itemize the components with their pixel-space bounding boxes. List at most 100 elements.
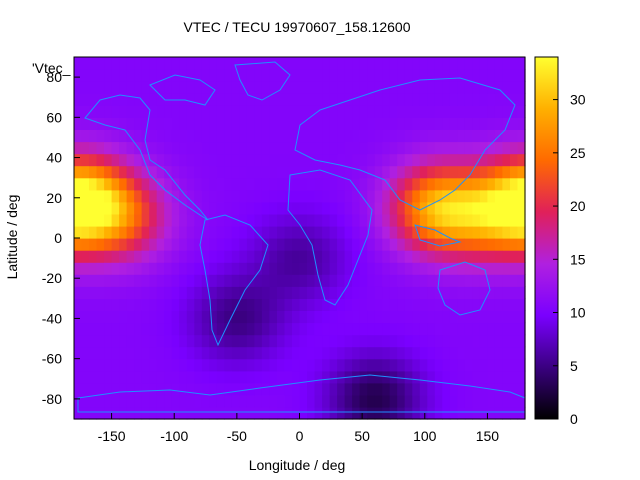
heatmap-cell — [179, 153, 188, 167]
heatmap-cell — [156, 57, 165, 70]
heatmap-cell — [329, 394, 338, 408]
heatmap-cell — [246, 406, 255, 420]
heatmap-cell — [224, 69, 233, 82]
heatmap-cell — [81, 358, 90, 372]
heatmap-cell — [126, 286, 135, 299]
heatmap-cell — [201, 394, 210, 408]
heatmap-cell — [472, 346, 481, 360]
heatmap-cell — [224, 310, 233, 324]
heatmap-cell — [216, 322, 225, 336]
heatmap-cell — [239, 165, 248, 179]
heatmap-cell — [382, 105, 391, 118]
heatmap-cell — [74, 298, 83, 311]
heatmap-cell — [246, 141, 255, 155]
heatmap-cell — [404, 117, 413, 130]
heatmap-cell — [479, 165, 488, 179]
heatmap-cell — [81, 370, 90, 384]
heatmap-cell — [126, 406, 135, 420]
heatmap-cell — [74, 286, 83, 299]
heatmap-cell — [209, 117, 218, 130]
heatmap-cell — [104, 238, 113, 251]
heatmap-cell — [284, 310, 293, 324]
heatmap-cell — [344, 81, 353, 94]
heatmap-cell — [344, 382, 353, 396]
heatmap-cell — [494, 286, 503, 299]
heatmap-cell — [374, 105, 383, 118]
heatmap-cell — [126, 81, 135, 94]
heatmap-cell — [494, 274, 503, 287]
heatmap-cell — [104, 406, 113, 420]
heatmap-cell — [89, 165, 98, 179]
heatmap-cell — [419, 250, 428, 263]
heatmap-cell — [194, 262, 203, 275]
heatmap-cell — [419, 286, 428, 299]
heatmap-cell — [246, 213, 255, 227]
heatmap-cell — [164, 105, 173, 118]
heatmap-cell — [502, 394, 511, 408]
heatmap-cell — [322, 81, 331, 94]
heatmap-cell — [464, 81, 473, 94]
heatmap-cell — [269, 322, 278, 336]
heatmap-cell — [186, 382, 195, 396]
heatmap-cell — [81, 334, 90, 348]
heatmap-cell — [494, 406, 503, 420]
heatmap-cell — [404, 153, 413, 167]
heatmap-cell — [329, 358, 338, 372]
heatmap-cell — [261, 358, 270, 372]
heatmap-cell — [104, 370, 113, 384]
heatmap-cell — [224, 370, 233, 384]
heatmap-cell — [502, 286, 511, 299]
heatmap-cell — [149, 358, 158, 372]
heatmap-cell — [502, 225, 511, 239]
heatmap-cell — [96, 370, 105, 384]
heatmap-cell — [141, 334, 150, 348]
heatmap-cell — [119, 189, 128, 203]
heatmap-cell — [427, 153, 436, 167]
heatmap-cell — [89, 189, 98, 203]
heatmap-cell — [269, 262, 278, 275]
heatmap-cell — [194, 213, 203, 227]
heatmap-cell — [419, 165, 428, 179]
heatmap-cell — [427, 250, 436, 263]
heatmap-cell — [419, 274, 428, 287]
heatmap-cell — [284, 322, 293, 336]
heatmap-cell — [299, 117, 308, 130]
heatmap-cell — [81, 262, 90, 275]
heatmap-cell — [224, 105, 233, 118]
heatmap-cell — [194, 177, 203, 191]
heatmap-cell — [141, 213, 150, 227]
heatmap-cell — [434, 153, 443, 167]
heatmap-cell — [412, 117, 421, 130]
heatmap-cell — [367, 165, 376, 179]
heatmap-cell — [472, 334, 481, 348]
heatmap-cell — [149, 177, 158, 191]
heatmap-cell — [119, 310, 128, 324]
heatmap-cell — [322, 238, 331, 251]
heatmap-cell — [292, 298, 301, 311]
heatmap-cell — [111, 141, 120, 155]
heatmap-cell — [472, 310, 481, 324]
heatmap-cell — [216, 394, 225, 408]
heatmap-cell — [397, 382, 406, 396]
heatmap-cell — [111, 394, 120, 408]
heatmap-cell — [292, 153, 301, 167]
heatmap-cell — [419, 394, 428, 408]
heatmap-cell — [397, 117, 406, 130]
heatmap-cell — [472, 189, 481, 203]
heatmap-cell — [81, 250, 90, 263]
heatmap-cell — [156, 250, 165, 263]
heatmap-cell — [434, 394, 443, 408]
heatmap-cell — [337, 105, 346, 118]
heatmap-cell — [442, 69, 451, 82]
heatmap-cell — [254, 129, 263, 143]
heatmap-cell — [427, 105, 436, 118]
heatmap-cell — [374, 213, 383, 227]
heatmap-cell — [209, 225, 218, 239]
heatmap-cell — [517, 141, 526, 155]
heatmap-cell — [502, 298, 511, 311]
heatmap-cell — [307, 201, 316, 215]
heatmap-cell — [367, 57, 376, 70]
heatmap-cell — [510, 322, 519, 336]
heatmap-cell — [337, 165, 346, 179]
heatmap-cell — [487, 141, 496, 155]
